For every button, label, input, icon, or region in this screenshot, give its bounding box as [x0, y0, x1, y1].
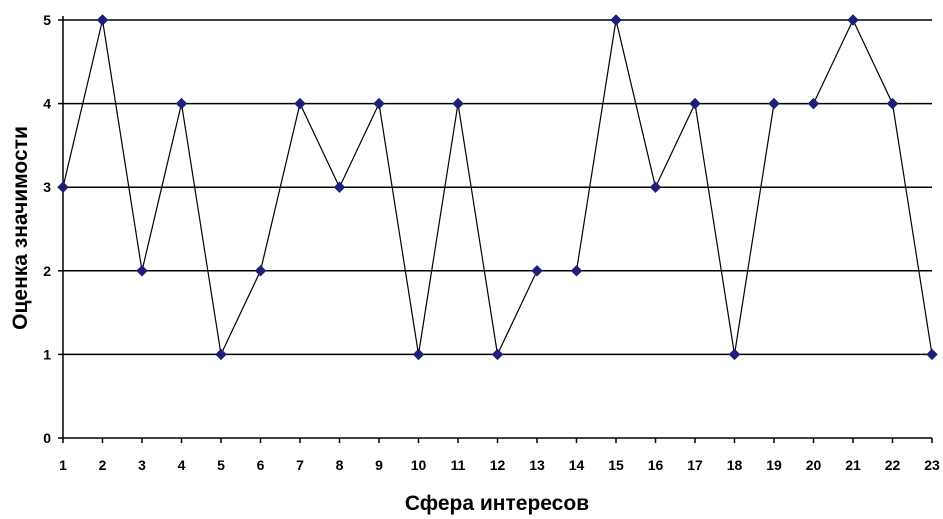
x-tick-label: 1: [59, 457, 67, 473]
x-tick-label: 7: [296, 457, 304, 473]
x-tick-label: 11: [451, 457, 466, 473]
data-point: [215, 348, 227, 361]
x-tick-label: 16: [648, 457, 664, 473]
x-tick-label: 17: [687, 457, 703, 473]
data-point: [175, 97, 188, 110]
y-tick-label: 0: [43, 430, 51, 446]
x-tick-label: 23: [924, 457, 940, 473]
data-point: [807, 97, 820, 110]
x-tick-label: 3: [138, 457, 146, 473]
y-tick-label: 5: [43, 12, 51, 28]
x-tick-label: 20: [806, 457, 822, 473]
x-tick-label: 6: [257, 457, 265, 473]
x-tick-label: 18: [727, 457, 743, 473]
y-tick-label: 3: [43, 179, 51, 195]
data-point: [768, 97, 780, 110]
x-tick-label: 5: [217, 457, 225, 473]
x-tick-label: 10: [411, 457, 427, 473]
data-point: [491, 348, 504, 361]
x-tick-label: 22: [885, 457, 901, 473]
data-point: [452, 97, 464, 110]
data-point: [373, 97, 385, 110]
x-tick-label: 12: [490, 457, 506, 473]
series: [57, 14, 938, 361]
data-point: [57, 181, 69, 194]
axes: [58, 16, 933, 443]
y-tick-label: 2: [43, 263, 51, 279]
data-point: [926, 348, 938, 361]
data-point: [728, 348, 741, 361]
data-point: [412, 348, 425, 361]
x-tick-label: 9: [375, 457, 383, 473]
data-point: [531, 264, 543, 277]
data-point: [847, 14, 859, 26]
x-tick-label: 8: [336, 457, 344, 473]
data-point: [886, 97, 899, 110]
data-point: [294, 97, 306, 110]
data-point: [254, 264, 267, 277]
data-point: [649, 181, 662, 194]
x-tick-label: 4: [178, 457, 186, 473]
y-axis-title: Оценка значимости: [9, 126, 32, 330]
y-tick-label: 1: [43, 346, 51, 362]
x-tick-label: 19: [766, 457, 782, 473]
data-point: [570, 264, 583, 277]
x-tick-label: 2: [99, 457, 107, 473]
data-point: [333, 181, 346, 194]
data-point: [689, 97, 701, 110]
x-tick-label: 21: [845, 457, 861, 473]
y-tick-labels: 0 1 2 3 4 5: [43, 12, 51, 446]
x-tick-label: 15: [608, 457, 624, 473]
x-tick-label: 13: [529, 457, 545, 473]
y-tick-label: 4: [43, 96, 51, 112]
x-axis-title: Сфера интересов: [405, 492, 589, 515]
data-point: [136, 264, 148, 277]
data-point: [610, 14, 622, 26]
gridlines: [63, 19, 932, 356]
x-tick-label: 14: [569, 457, 585, 473]
x-tick-labels: 1 2 3 4 5 6 7 8 9 10 11 12 13 14 15 16 17 18 19 20 21 22 23: [59, 457, 940, 473]
data-point: [96, 14, 109, 26]
